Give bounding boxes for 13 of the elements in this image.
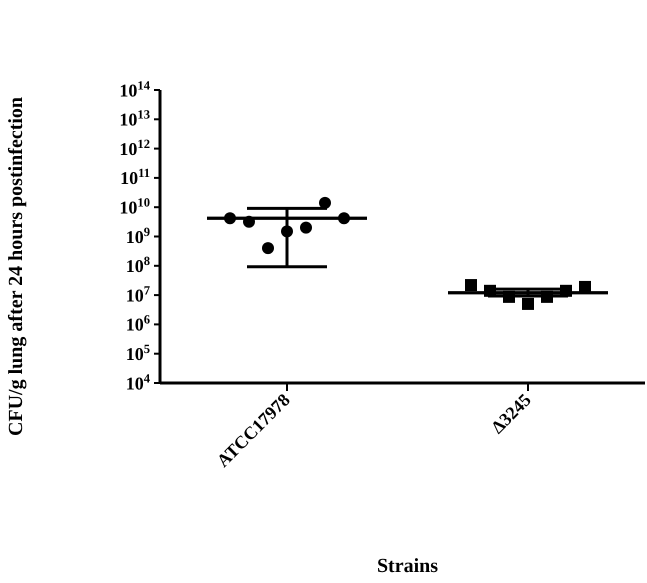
y-tick-label: 10$^{14}$ bbox=[119, 78, 151, 100]
y-tick-label: 10$^{4}$ bbox=[126, 371, 151, 394]
y-tick-label: 10$^{5}$ bbox=[126, 342, 150, 364]
y-axis-title: CFU/g lung after 24 hours postinfection bbox=[5, 96, 27, 436]
y-tick-label: 10$^{13}$ bbox=[119, 108, 150, 130]
y-tick-label: 10$^{11}$ bbox=[120, 166, 150, 188]
x-axis-title: Strains bbox=[376, 555, 438, 577]
y-tick-label: 10$^{8}$ bbox=[126, 254, 150, 276]
y-tick-label: 10$^{6}$ bbox=[126, 312, 150, 335]
y-tick-label: 10$^{7}$ bbox=[126, 283, 150, 306]
y-tick-label: 10$^{9}$ bbox=[126, 224, 150, 247]
y-tick-label: 10$^{12}$ bbox=[119, 136, 150, 159]
y-tick-label: 10$^{10}$ bbox=[119, 196, 150, 218]
